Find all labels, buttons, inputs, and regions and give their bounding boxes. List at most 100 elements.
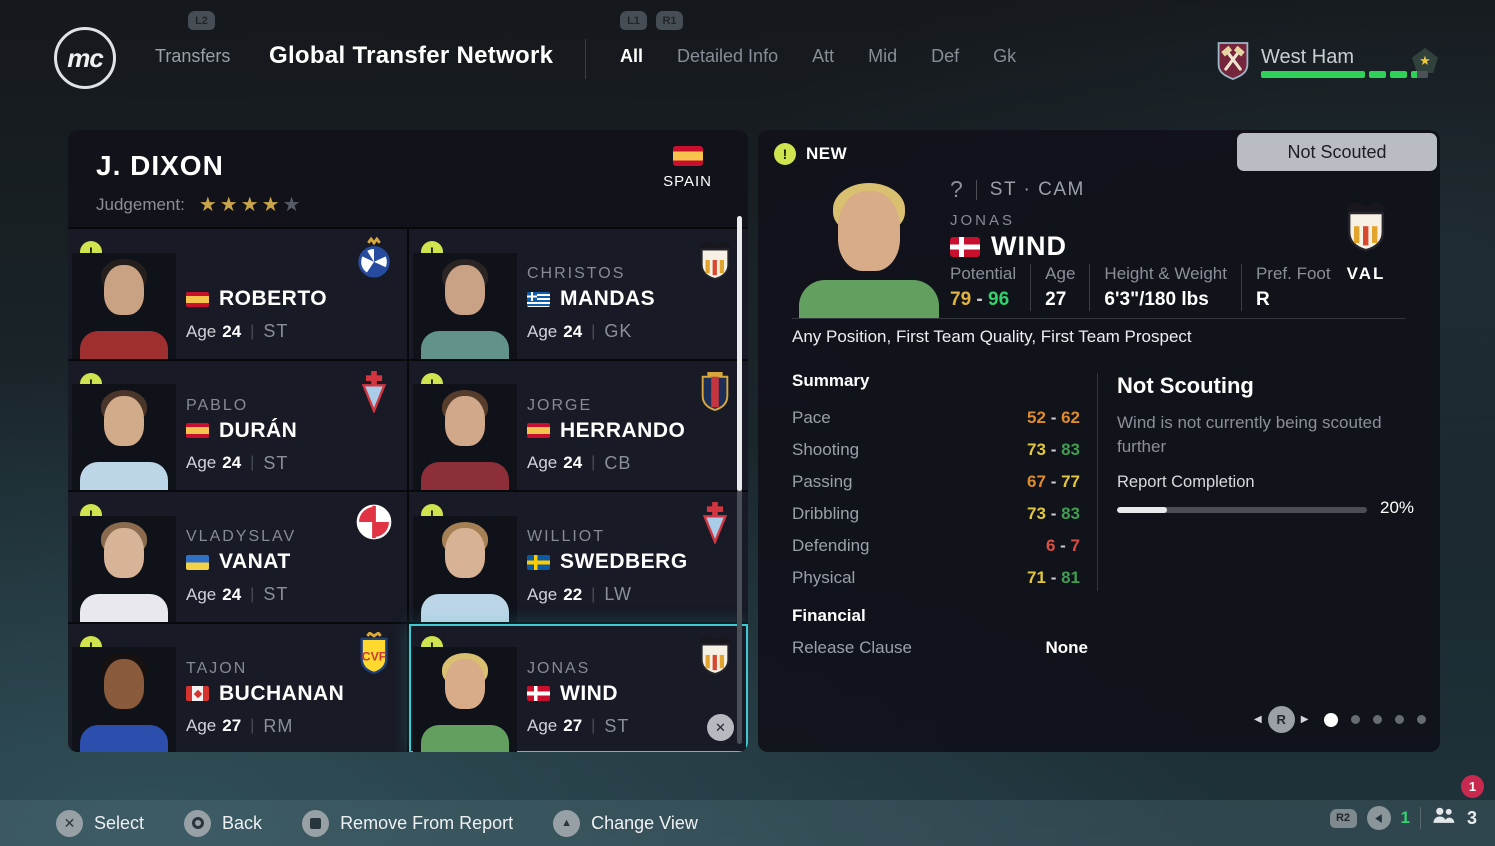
tab-att[interactable]: Att [812, 46, 835, 66]
club-form-bar [1261, 71, 1428, 78]
report-completion-fill [1117, 507, 1167, 513]
stat-value: 73 - 83 [1027, 504, 1080, 523]
tab-mid[interactable]: Mid [868, 46, 898, 66]
pagination-dot-4[interactable] [1395, 715, 1405, 724]
action-select[interactable]: ✕ Select [56, 809, 144, 837]
notification-badge[interactable]: 1 [1461, 775, 1484, 798]
pagination-dot-2[interactable] [1351, 715, 1361, 724]
action-label: Change View [591, 812, 698, 833]
voice-chat-icon[interactable] [1366, 806, 1391, 830]
player-photo [413, 647, 517, 752]
avatar-head [445, 527, 485, 578]
player-photo [72, 384, 176, 490]
avatar-head [104, 527, 144, 578]
player-portrait [794, 175, 944, 318]
westham-crest-icon [1215, 40, 1251, 82]
player-name-row: WIND [950, 231, 1067, 262]
avatar-shirt [80, 330, 168, 359]
pagination-dot-5[interactable] [1417, 715, 1427, 724]
player-first-name: WILLIOT [527, 528, 606, 545]
denmark-flag-icon [527, 686, 550, 701]
player-card-info: ROBERTO Age 24 | ST [186, 229, 349, 342]
stat-value: 67 - 77 [1027, 472, 1080, 491]
attribute-label: Age [1045, 264, 1076, 283]
attribute-value: 6'3"/180 lbs [1104, 289, 1209, 310]
action-remove-from-report[interactable]: Remove From Report [302, 809, 513, 837]
girona-crest-icon [355, 500, 393, 544]
player-last-name: MANDAS [560, 287, 656, 310]
player-name-row: HERRANDO [527, 419, 690, 443]
page-prev-icon[interactable]: ◀ [1254, 714, 1262, 725]
scrollbar-thumb[interactable] [737, 216, 742, 491]
player-first-name: PABLO [186, 396, 249, 414]
spain-flag-icon [186, 423, 209, 438]
meta-divider: | [250, 322, 255, 340]
tab-detailed-info[interactable]: Detailed Info [677, 46, 779, 66]
avatar-shirt [421, 462, 509, 490]
player-first-name: CHRISTOS [527, 265, 626, 282]
close-icon[interactable]: ✕ [707, 714, 734, 741]
avatar-shirt [421, 330, 509, 359]
avatar-head [445, 264, 485, 315]
avatar-head [445, 659, 485, 709]
pagination-dot-3[interactable] [1373, 715, 1383, 724]
page-next-icon[interactable]: ▶ [1300, 714, 1309, 725]
player-name-row: BUCHANAN [186, 682, 349, 706]
stat-defending: Defending 6 - 7 [792, 530, 1080, 562]
position-label: CB [604, 452, 632, 473]
scrollbar[interactable] [737, 216, 742, 744]
club-form-segment [1261, 71, 1365, 78]
not-scouting-heading: Not Scouting [1117, 373, 1254, 398]
attribute-pref-foot: Pref. Foot R [1240, 264, 1345, 311]
position-label: ST [263, 584, 289, 604]
position-label: ST [263, 452, 289, 473]
breadcrumb-transfers[interactable]: Transfers [155, 46, 231, 66]
controls-bar: ✕ Select Back Remove From Report ▲ Chang… [0, 800, 1495, 846]
judgement-star: ★ [198, 194, 217, 216]
r-stick-button-icon[interactable]: R [1267, 706, 1295, 733]
attribute-label: Height & Weight [1104, 264, 1227, 283]
spain-flag-icon [186, 291, 209, 307]
age-value: 24 [563, 321, 583, 341]
financial-rows: Release Clause None [792, 632, 1088, 664]
judgement-label: Judgement: [96, 194, 185, 214]
age-value: 22 [563, 584, 583, 604]
r1-button-icon: R1 [656, 11, 683, 30]
scout-status-button[interactable]: Not Scouted [1237, 133, 1437, 171]
age-label: Age [527, 453, 558, 472]
tab-gk[interactable]: Gk [993, 46, 1017, 66]
friends-icon[interactable] [1431, 806, 1457, 830]
tab-def[interactable]: Def [931, 46, 960, 66]
player-name-row: SWEDBERG [527, 550, 690, 574]
scout-country: SPAIN [663, 146, 712, 190]
app-logo: mc [54, 27, 116, 89]
pagination-dots [1324, 712, 1427, 727]
stat-physical: Physical 71 - 81 [792, 562, 1080, 594]
avatar-shirt [421, 725, 509, 752]
pagination-dot-1[interactable] [1324, 712, 1339, 727]
square-button-icon [302, 809, 330, 837]
action-change-view[interactable]: ▲ Change View [553, 809, 698, 837]
stat-label: Passing [792, 472, 853, 491]
player-photo [72, 515, 176, 622]
new-label: NEW [806, 144, 848, 163]
action-back[interactable]: Back [184, 809, 262, 837]
avatar-head [104, 396, 144, 446]
avatar-head [838, 191, 900, 271]
valencia-crest-icon [696, 237, 734, 281]
attribute-value: 79 - 96 [950, 289, 1010, 310]
attribute-value: R [1255, 289, 1270, 310]
tab-all[interactable]: All [620, 46, 644, 66]
player-card-info: JORGE HERRANDO Age 24 | CB [527, 361, 690, 474]
judgement-rating: Judgement: ★ ★ ★ ★ ★ [96, 192, 304, 217]
country-label: SPAIN [663, 173, 712, 190]
stat-pace: Pace 52 - 62 [792, 402, 1080, 434]
